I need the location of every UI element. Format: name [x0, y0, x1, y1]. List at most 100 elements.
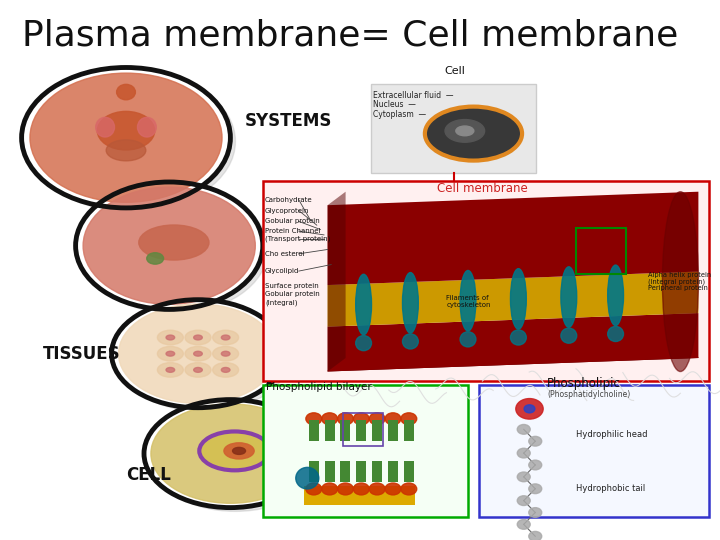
- Polygon shape: [328, 272, 698, 327]
- Polygon shape: [328, 192, 346, 372]
- Ellipse shape: [510, 268, 526, 329]
- Ellipse shape: [561, 267, 577, 327]
- Ellipse shape: [221, 335, 230, 340]
- FancyBboxPatch shape: [356, 420, 366, 442]
- Ellipse shape: [221, 352, 230, 356]
- FancyBboxPatch shape: [372, 420, 382, 442]
- Ellipse shape: [338, 413, 354, 424]
- Ellipse shape: [528, 531, 541, 540]
- Text: ORGANS: ORGANS: [274, 223, 353, 241]
- Text: cytoskeleton: cytoskeleton: [446, 301, 491, 308]
- Ellipse shape: [194, 335, 202, 340]
- Ellipse shape: [200, 432, 269, 470]
- FancyBboxPatch shape: [309, 461, 319, 483]
- FancyBboxPatch shape: [388, 420, 398, 442]
- Text: Hydrophobic tail: Hydrophobic tail: [576, 484, 645, 493]
- Ellipse shape: [608, 326, 624, 341]
- Ellipse shape: [401, 483, 417, 495]
- FancyBboxPatch shape: [325, 420, 335, 442]
- Ellipse shape: [212, 363, 238, 377]
- Ellipse shape: [151, 404, 310, 503]
- Ellipse shape: [97, 111, 155, 150]
- Ellipse shape: [517, 424, 530, 434]
- Ellipse shape: [306, 413, 322, 424]
- Ellipse shape: [149, 403, 322, 511]
- FancyBboxPatch shape: [356, 461, 366, 483]
- Text: Cell: Cell: [445, 65, 465, 76]
- Ellipse shape: [112, 300, 284, 408]
- Ellipse shape: [528, 436, 541, 446]
- Ellipse shape: [166, 352, 175, 356]
- Ellipse shape: [369, 413, 385, 424]
- Ellipse shape: [81, 186, 268, 313]
- Ellipse shape: [194, 368, 202, 373]
- Ellipse shape: [185, 363, 211, 377]
- Ellipse shape: [356, 335, 372, 350]
- Text: (Integral protein): (Integral protein): [648, 279, 705, 285]
- FancyBboxPatch shape: [404, 420, 414, 442]
- FancyBboxPatch shape: [263, 385, 468, 517]
- Ellipse shape: [139, 225, 209, 260]
- Ellipse shape: [510, 330, 526, 345]
- Text: (Transport protein): (Transport protein): [265, 235, 330, 242]
- FancyBboxPatch shape: [263, 181, 709, 381]
- Ellipse shape: [158, 363, 184, 377]
- FancyBboxPatch shape: [404, 461, 414, 483]
- Ellipse shape: [212, 330, 238, 345]
- Text: Nucleus  —: Nucleus —: [373, 100, 416, 109]
- Ellipse shape: [144, 400, 317, 508]
- Text: Cytoplasm  —: Cytoplasm —: [373, 110, 426, 119]
- Ellipse shape: [338, 483, 354, 495]
- Text: Phospholipic: Phospholipic: [547, 377, 621, 390]
- Ellipse shape: [96, 117, 114, 137]
- Text: Phospholipid bilayer: Phospholipid bilayer: [266, 382, 372, 392]
- Ellipse shape: [354, 413, 369, 424]
- FancyBboxPatch shape: [371, 84, 536, 173]
- Ellipse shape: [185, 330, 211, 345]
- Text: Peripheral protein: Peripheral protein: [648, 285, 708, 292]
- Text: Alpha helix protein: Alpha helix protein: [648, 272, 711, 279]
- Text: Carbohydrate: Carbohydrate: [265, 197, 312, 203]
- Ellipse shape: [221, 368, 230, 373]
- Text: (Integral): (Integral): [265, 299, 297, 306]
- Ellipse shape: [224, 443, 254, 459]
- Ellipse shape: [524, 405, 535, 413]
- Ellipse shape: [427, 108, 521, 159]
- FancyBboxPatch shape: [309, 420, 319, 442]
- Text: TISSUES: TISSUES: [43, 345, 121, 363]
- Ellipse shape: [401, 413, 417, 424]
- Ellipse shape: [460, 271, 476, 331]
- Ellipse shape: [402, 273, 418, 333]
- FancyBboxPatch shape: [341, 461, 351, 483]
- Ellipse shape: [117, 303, 289, 411]
- Ellipse shape: [212, 347, 238, 361]
- Ellipse shape: [354, 483, 369, 495]
- Ellipse shape: [662, 192, 698, 372]
- Polygon shape: [328, 357, 698, 372]
- Text: Hydrophilic head: Hydrophilic head: [576, 430, 647, 439]
- Ellipse shape: [30, 73, 222, 202]
- Ellipse shape: [166, 368, 175, 373]
- Text: Plasma membrane= Cell membrane: Plasma membrane= Cell membrane: [22, 19, 678, 53]
- Text: Gobular protein: Gobular protein: [265, 218, 320, 225]
- Text: Cho esterol: Cho esterol: [265, 251, 305, 257]
- Text: Glycolipid: Glycolipid: [265, 268, 300, 274]
- Ellipse shape: [233, 447, 246, 455]
- Ellipse shape: [561, 328, 577, 343]
- Text: Gobular protein: Gobular protein: [265, 291, 320, 298]
- Ellipse shape: [517, 448, 530, 458]
- Ellipse shape: [27, 71, 235, 212]
- Ellipse shape: [517, 496, 530, 505]
- FancyBboxPatch shape: [341, 420, 351, 442]
- Ellipse shape: [296, 467, 319, 489]
- Ellipse shape: [158, 330, 184, 345]
- FancyBboxPatch shape: [388, 461, 398, 483]
- Ellipse shape: [445, 119, 485, 142]
- FancyBboxPatch shape: [372, 461, 382, 483]
- Ellipse shape: [517, 519, 530, 529]
- Ellipse shape: [83, 187, 256, 305]
- Ellipse shape: [106, 140, 146, 161]
- Text: CELL: CELL: [126, 466, 171, 484]
- Ellipse shape: [456, 126, 474, 136]
- Ellipse shape: [528, 508, 541, 517]
